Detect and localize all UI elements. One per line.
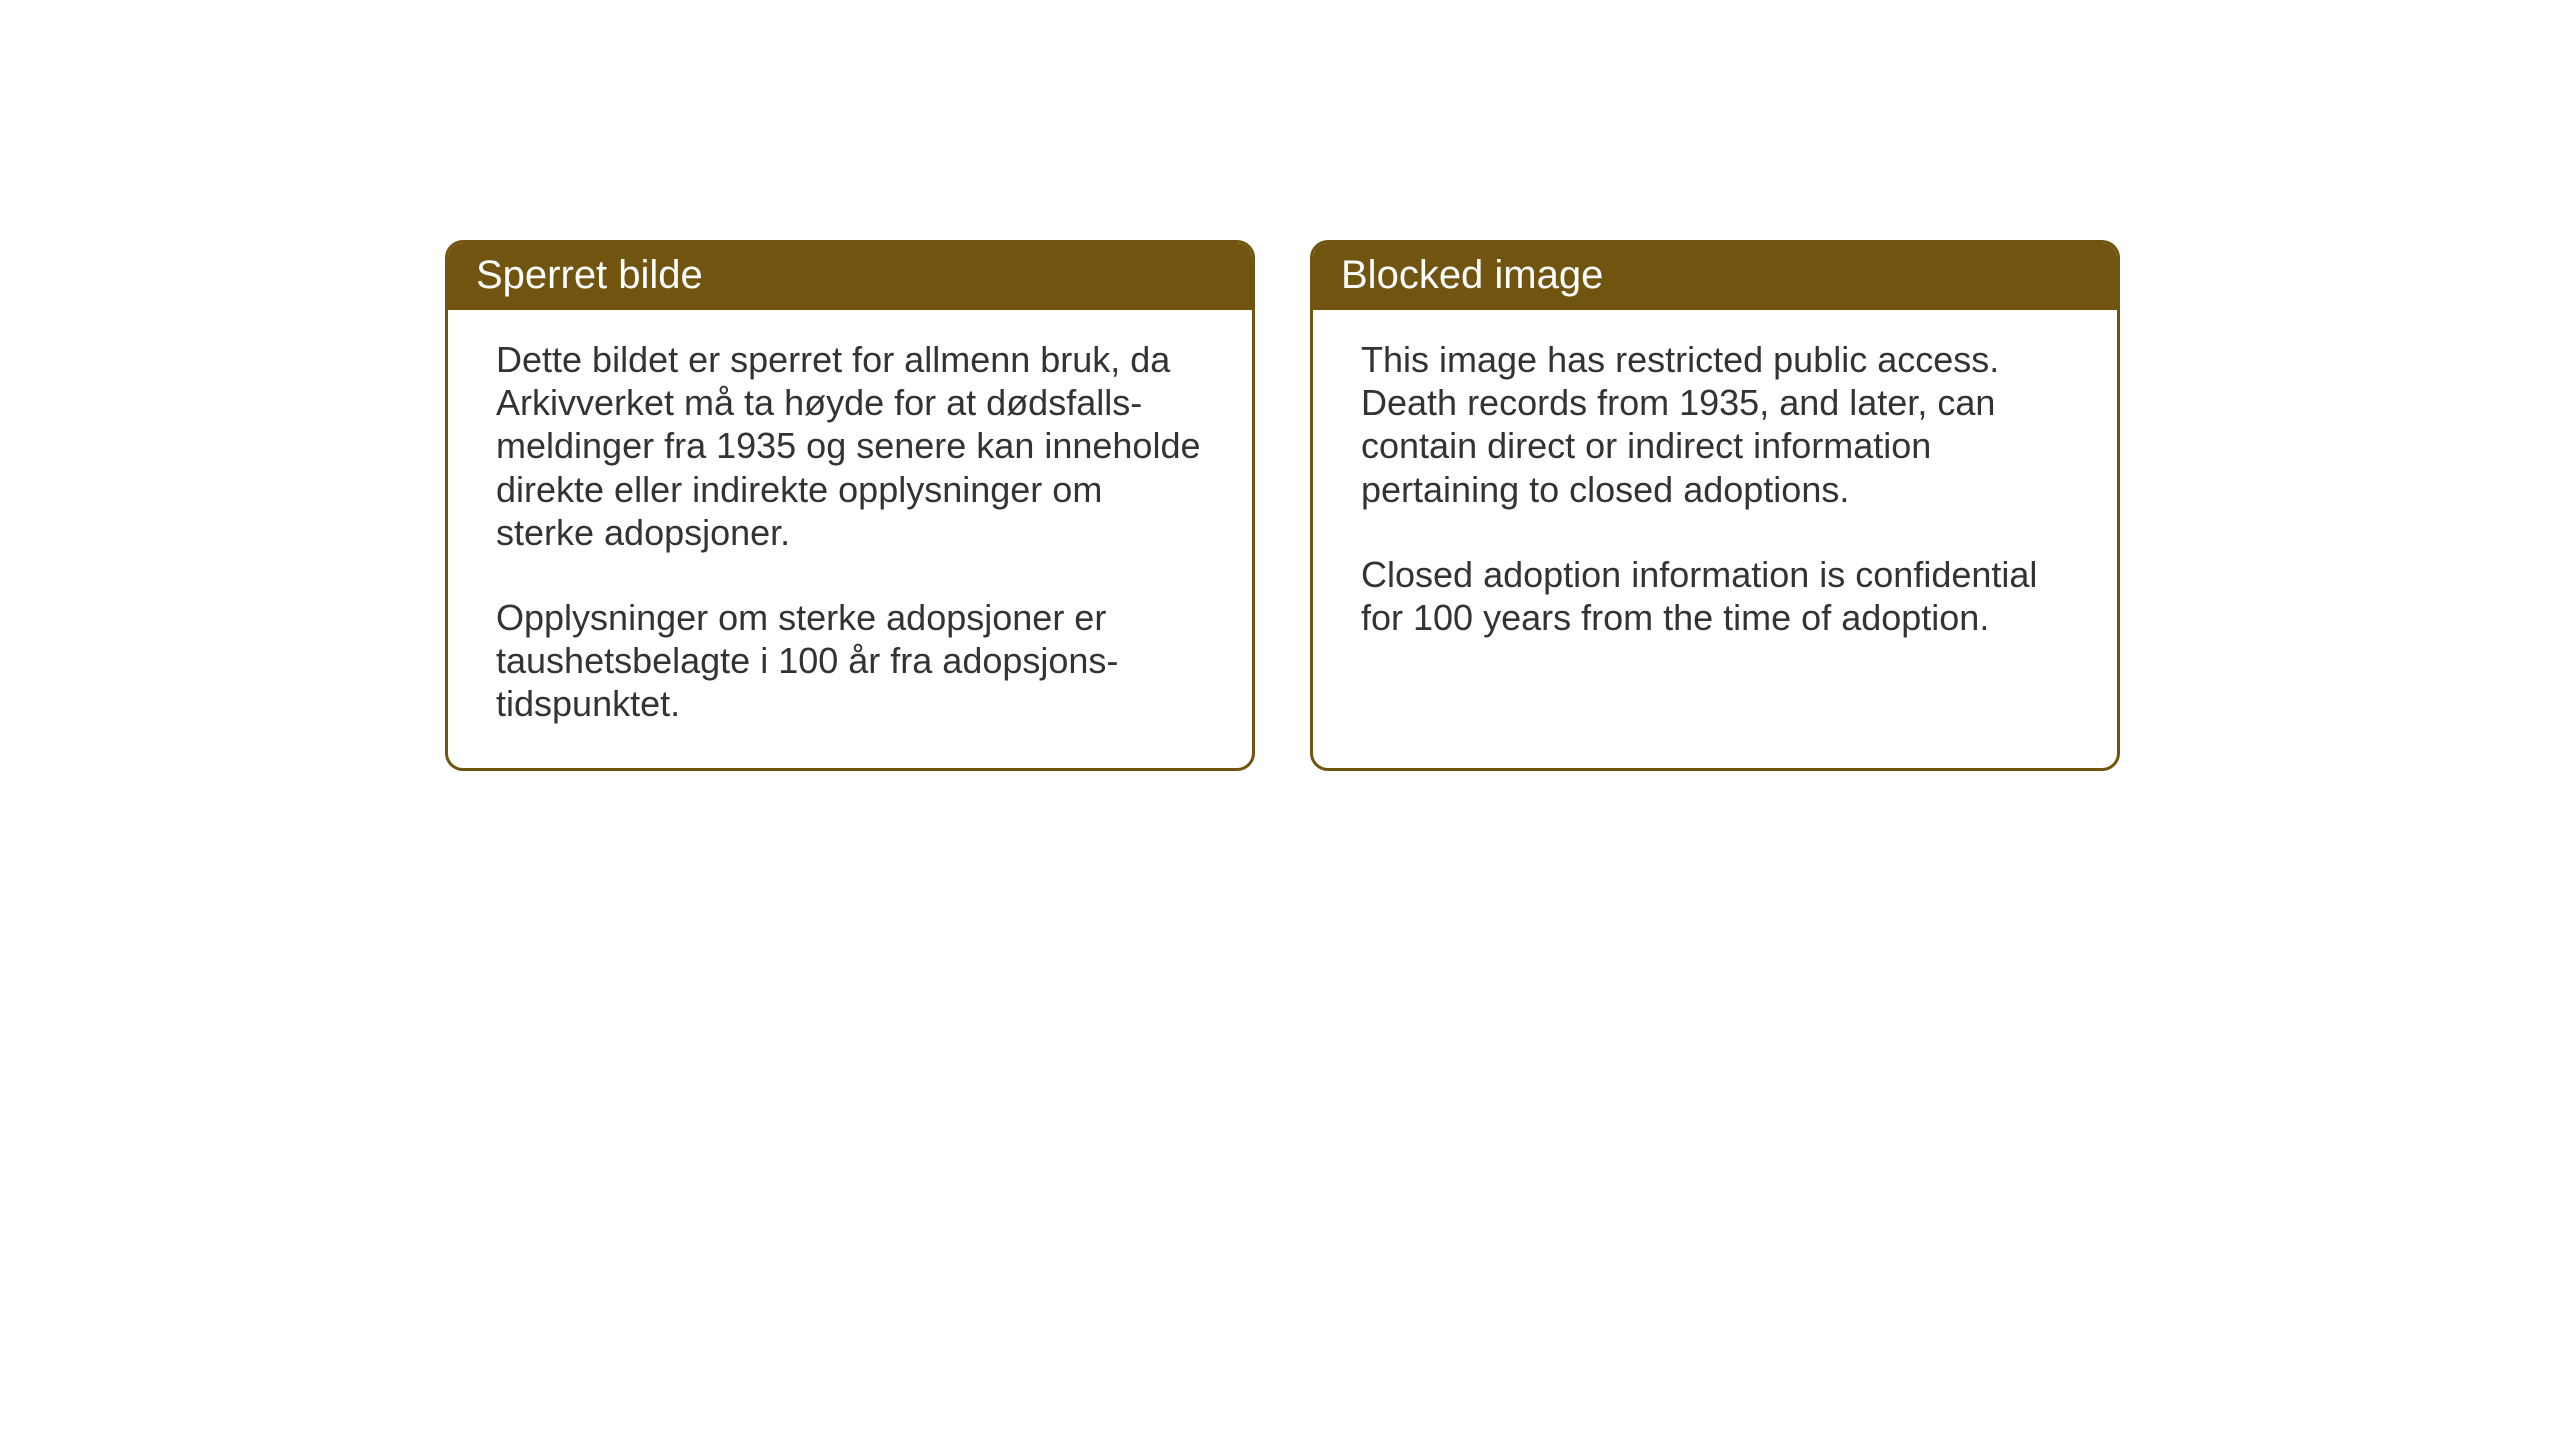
card-paragraph-english-1: This image has restricted public access.… <box>1361 338 2069 511</box>
card-header-english: Blocked image <box>1313 243 2117 310</box>
card-title-norwegian: Sperret bilde <box>476 253 703 297</box>
card-paragraph-english-2: Closed adoption information is confident… <box>1361 553 2069 639</box>
notice-card-english: Blocked image This image has restricted … <box>1310 240 2120 771</box>
card-body-english: This image has restricted public access.… <box>1313 310 2117 681</box>
card-paragraph-norwegian-2: Opplysninger om sterke adopsjoner er tau… <box>496 596 1204 726</box>
notice-card-norwegian: Sperret bilde Dette bildet er sperret fo… <box>445 240 1255 771</box>
card-body-norwegian: Dette bildet er sperret for allmenn bruk… <box>448 310 1252 768</box>
card-title-english: Blocked image <box>1341 253 1603 297</box>
card-header-norwegian: Sperret bilde <box>448 243 1252 310</box>
card-paragraph-norwegian-1: Dette bildet er sperret for allmenn bruk… <box>496 338 1204 554</box>
notice-container: Sperret bilde Dette bildet er sperret fo… <box>445 240 2120 771</box>
